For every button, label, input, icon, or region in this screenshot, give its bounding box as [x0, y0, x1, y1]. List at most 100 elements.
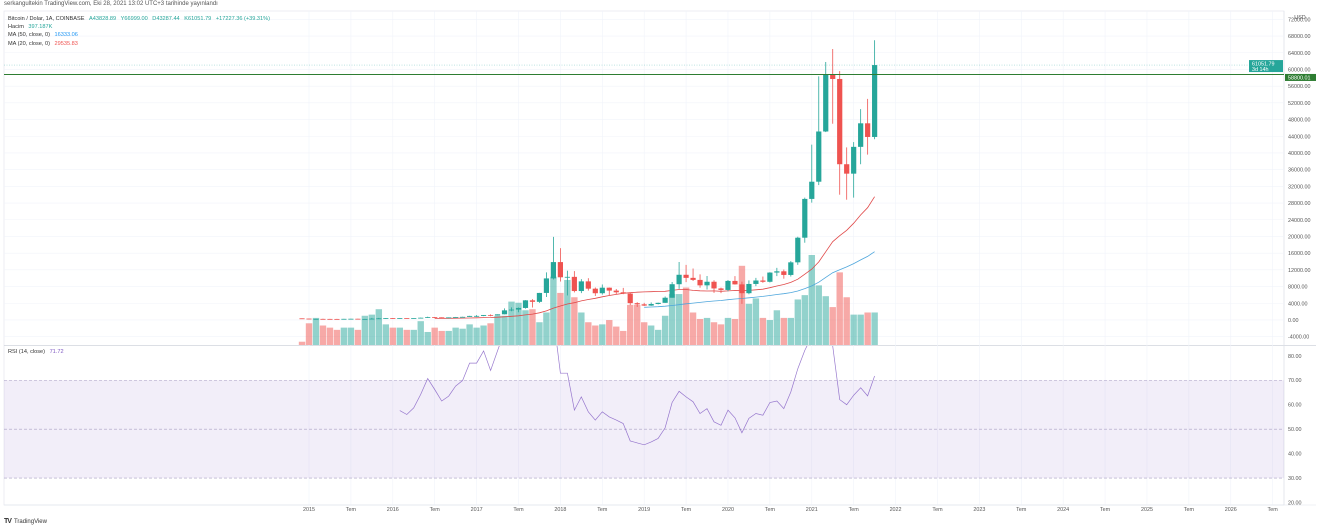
- candle-body: [627, 293, 633, 304]
- rsi-tick-label: 20.00: [1288, 501, 1302, 507]
- candle-body: [425, 317, 431, 318]
- candle-body: [662, 297, 668, 303]
- tradingview-logo-icon: TV: [4, 518, 12, 525]
- candle-body: [411, 318, 417, 319]
- candle: [313, 318, 319, 320]
- candle: [487, 314, 494, 317]
- volume-bar: [382, 324, 390, 345]
- candle-body: [453, 317, 459, 318]
- rsi-line: [399, 346, 875, 446]
- candle-body: [439, 317, 445, 319]
- volume-bar: [613, 326, 620, 345]
- candle-body: [557, 262, 563, 278]
- last-price-label: 61051.79: [1252, 62, 1274, 68]
- rsi-tick-label: 50.00: [1288, 427, 1302, 433]
- candle-body: [872, 65, 878, 137]
- low-value: D43287.44: [152, 16, 180, 22]
- candle-body: [669, 284, 675, 298]
- volume-bar: [557, 292, 564, 345]
- time-tick-label: Tem: [430, 507, 441, 513]
- ma20-line: [434, 196, 875, 319]
- countdown-label: 3d 14h: [1252, 67, 1269, 73]
- volume-bar: [536, 322, 543, 345]
- candle-body: [578, 281, 584, 292]
- price-tick-label: 72000.00: [1288, 17, 1310, 23]
- volume-bar: [445, 330, 452, 345]
- volume-bar: [864, 312, 871, 345]
- candle-body: [690, 277, 696, 280]
- price-tick-label: 12000.00: [1288, 268, 1310, 274]
- volume-bar: [829, 307, 836, 345]
- candle-body: [355, 318, 361, 320]
- candle-body: [704, 281, 710, 286]
- candle: [348, 318, 354, 320]
- ma20-label[interactable]: MA (20, close, 0): [8, 40, 50, 47]
- rsi-label[interactable]: RSI (14, close): [8, 349, 45, 355]
- volume-bar: [424, 331, 431, 345]
- candle: [746, 280, 752, 295]
- candle-body: [418, 317, 424, 319]
- candle: [299, 318, 305, 320]
- volume-label[interactable]: Hacim: [8, 24, 24, 31]
- rsi-axis[interactable]: 80.00 70.00 60.00 50.00 40.00 30.00 20.00: [1288, 354, 1302, 507]
- candle: [467, 315, 473, 317]
- volume-bar: [494, 315, 501, 345]
- symbol-name[interactable]: Bitcoin / Dolar, 1A, COINBASE: [8, 16, 85, 22]
- candle: [774, 267, 780, 277]
- price-tick-label: 68000.00: [1288, 34, 1310, 40]
- rsi-legend: RSI (14, close) 71.72: [8, 349, 64, 355]
- candle-body: [299, 318, 305, 320]
- candle-body: [376, 318, 382, 320]
- candle-body: [390, 318, 396, 319]
- volume-bar: [724, 317, 732, 345]
- tradingview-brand[interactable]: TradingView: [13, 518, 47, 525]
- candle: [795, 236, 801, 265]
- candle: [473, 315, 480, 317]
- candle: [585, 278, 591, 291]
- volume-bar: [508, 301, 515, 345]
- candle-body: [718, 288, 724, 290]
- time-tick-label: Tem: [1184, 507, 1195, 513]
- candle: [732, 276, 738, 285]
- candle-body: [446, 317, 452, 319]
- volume-bar: [410, 329, 417, 345]
- volume-bar: [319, 325, 327, 345]
- time-tick-label: 2019: [638, 507, 650, 513]
- candle-body: [585, 281, 591, 289]
- price-tick-label: 52000.00: [1288, 101, 1310, 107]
- candle: [711, 280, 717, 293]
- time-tick-label: 2020: [722, 507, 734, 513]
- ma50-label[interactable]: MA (50, close, 0): [8, 32, 50, 39]
- volume-bar: [585, 322, 592, 345]
- volume-bar: [710, 322, 718, 345]
- volume-bar: [640, 322, 648, 345]
- price-tick-label: 48000.00: [1288, 118, 1310, 124]
- candle-body: [746, 283, 752, 294]
- candle: [341, 318, 347, 320]
- volume-bar: [354, 329, 362, 345]
- time-tick-label: 2024: [1057, 507, 1069, 513]
- price-tick-label: 36000.00: [1288, 168, 1310, 174]
- candle: [634, 302, 640, 307]
- published-caption: serkangultekin TradingView.com, Eki 28, …: [4, 1, 218, 7]
- candle-body: [648, 304, 654, 306]
- volume-bar: [703, 317, 711, 345]
- candle: [858, 109, 864, 165]
- candle-body: [362, 318, 368, 320]
- candle: [453, 316, 459, 318]
- volume-bar: [578, 312, 585, 345]
- candle-body: [522, 300, 529, 308]
- volume-bar: [801, 295, 808, 345]
- time-axis[interactable]: 2015 Tem 2016 Tem 2017 Tem 2018 Tem 2019 Tem 2020 T…: [4, 504, 1316, 513]
- volume-bar: [745, 303, 753, 345]
- time-tick-label: Tem: [932, 507, 943, 513]
- candle-body: [823, 74, 829, 132]
- chart-legend: Bitcoin / Dolar, 1A, COINBASE A43828.89 …: [8, 15, 270, 48]
- volume-bar: [738, 265, 746, 345]
- volume-bar: [312, 317, 320, 345]
- change-value: +17227.36 (+39.31%): [215, 16, 270, 22]
- candle: [627, 292, 633, 306]
- candle: [320, 318, 326, 320]
